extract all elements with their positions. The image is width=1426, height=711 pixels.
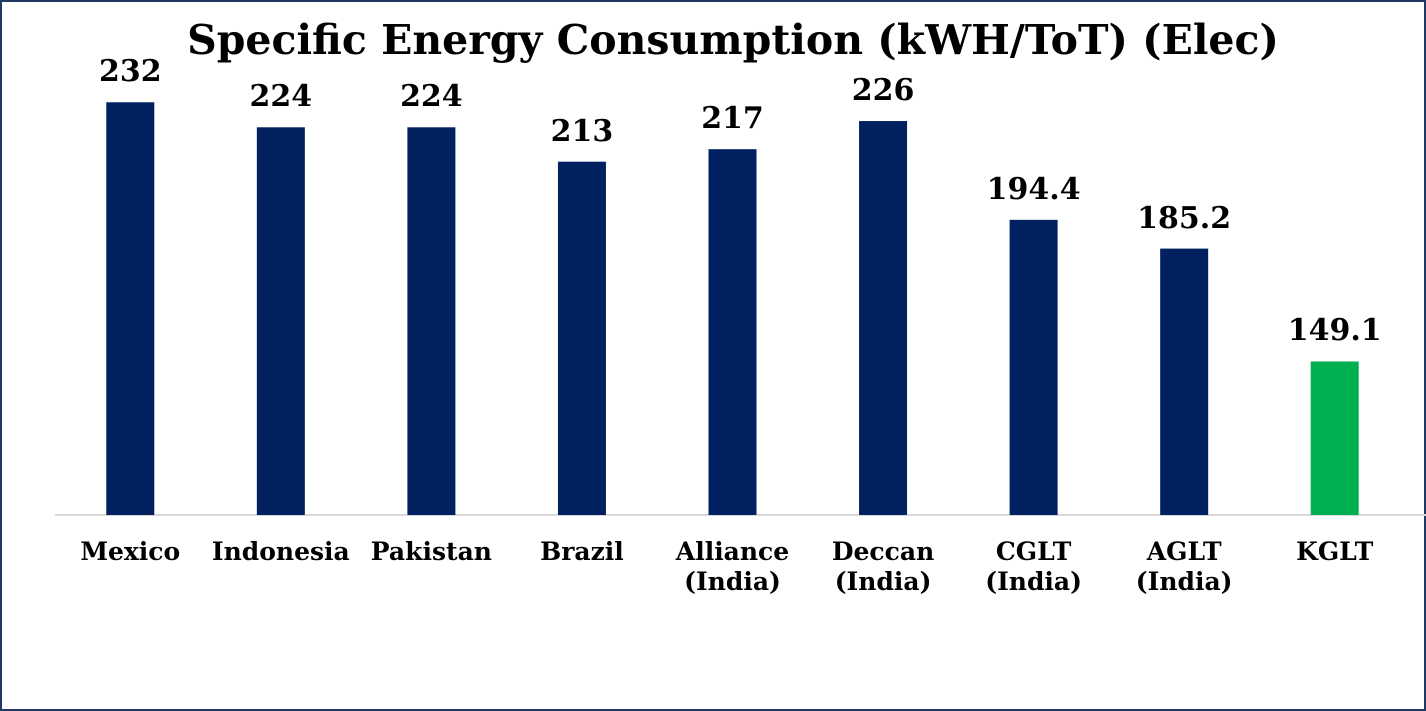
chart-title: Specific Energy Consumption (kWH/ToT) (E… — [187, 16, 1279, 64]
data-label: 149.1 — [1287, 313, 1382, 349]
data-label: 185.2 — [1137, 200, 1232, 236]
bar — [1310, 361, 1359, 515]
x-tick-label: Indonesia — [211, 537, 350, 566]
data-label: 224 — [249, 79, 313, 115]
bar — [1009, 219, 1058, 516]
data-label: 232 — [98, 54, 162, 90]
x-tick-label: CGLT (India) — [985, 537, 1082, 596]
x-tick-label: Deccan (India) — [831, 537, 935, 596]
bar — [557, 161, 606, 516]
bar — [256, 127, 305, 515]
x-tick-label: Mexico — [80, 537, 181, 566]
x-tick-label: KGLT — [1296, 537, 1374, 566]
bar — [407, 127, 456, 515]
bar — [1160, 248, 1209, 515]
x-tick-label: Pakistan — [370, 537, 492, 566]
data-label: 194.4 — [986, 171, 1081, 207]
bar — [106, 102, 155, 515]
data-label: 224 — [400, 79, 463, 115]
data-label: 226 — [851, 73, 915, 109]
x-tick-label: Brazil — [540, 537, 624, 566]
data-label: 213 — [550, 113, 614, 149]
bar — [708, 149, 757, 515]
x-tick-label: Alliance (India) — [675, 537, 790, 596]
x-tick-label: AGLT (India) — [1135, 537, 1233, 596]
data-label: 217 — [701, 101, 764, 137]
bar — [859, 121, 908, 515]
